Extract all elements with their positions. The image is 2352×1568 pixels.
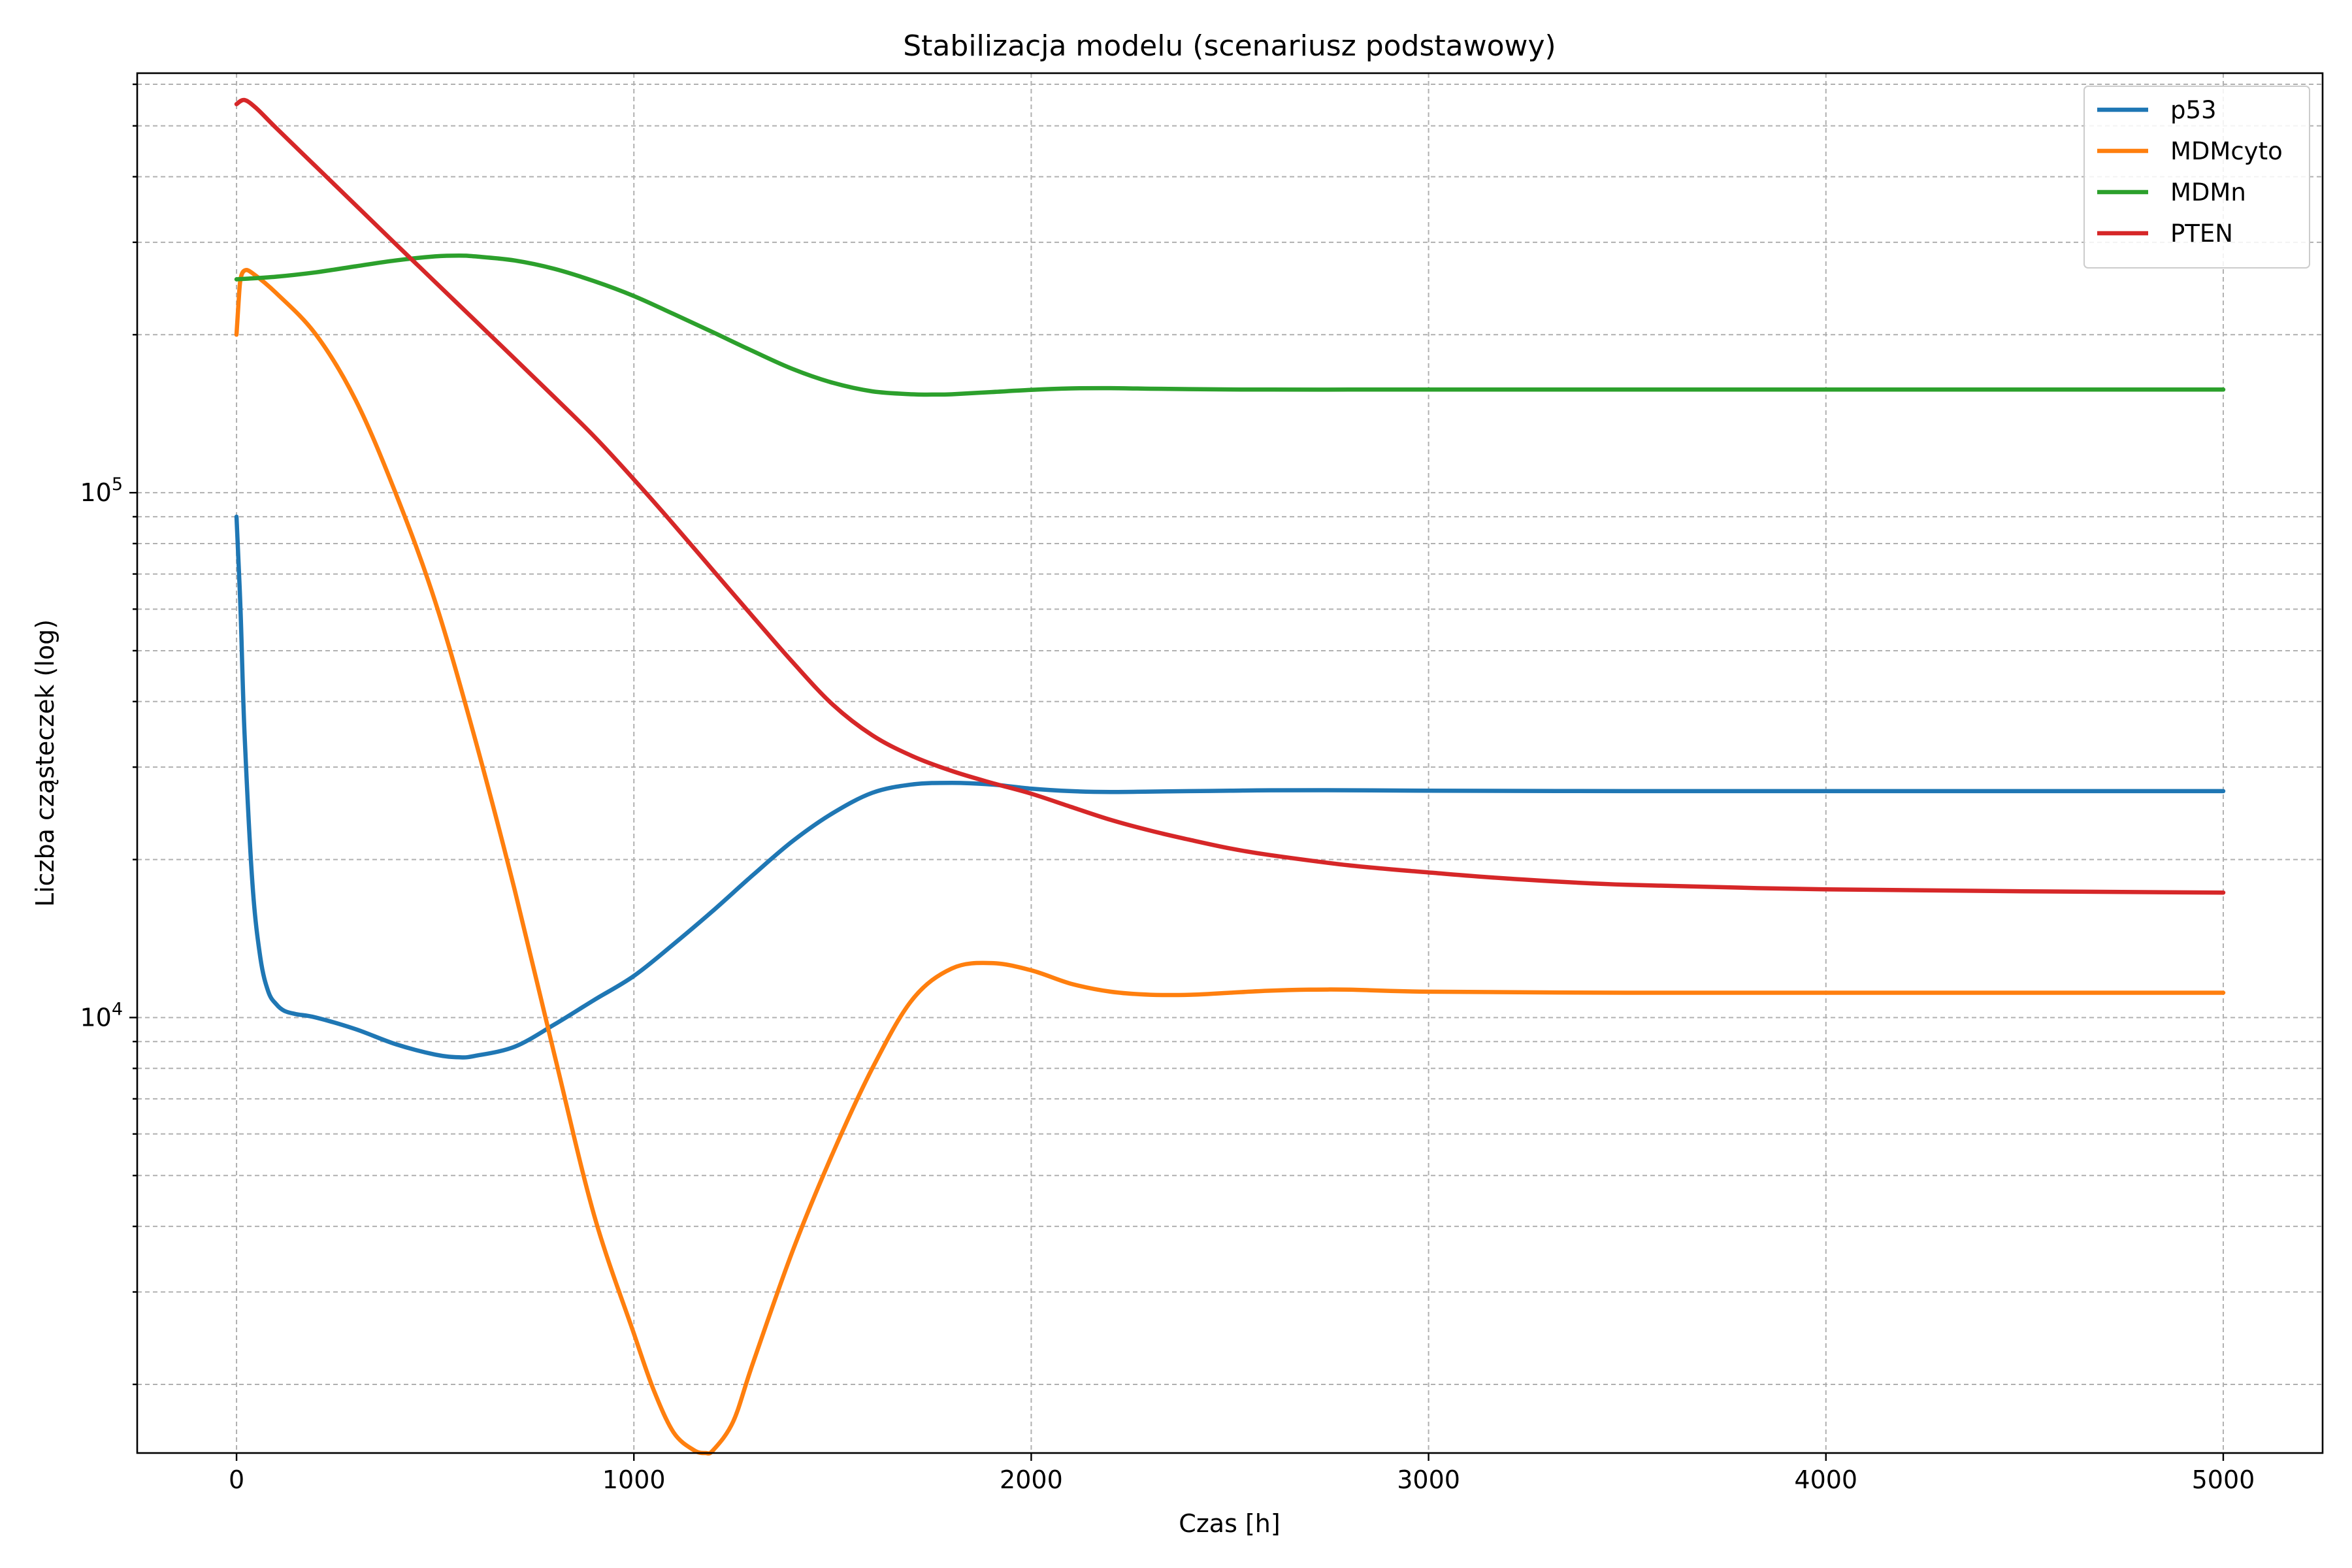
legend-label-mdmcyto: MDMcyto <box>2170 137 2283 165</box>
grid-lines <box>137 73 2323 1453</box>
legend-label-p53: p53 <box>2170 96 2217 124</box>
x-tick-label: 2000 <box>1000 1465 1063 1494</box>
legend-label-mdmn: MDMn <box>2170 178 2246 206</box>
y-tick-exponent: 4 <box>112 999 123 1019</box>
x-tick-label: 1000 <box>602 1465 666 1494</box>
x-tick-label: 3000 <box>1397 1465 1460 1494</box>
y-axis-label: Liczba cząsteczek (log) <box>31 619 59 907</box>
y-tick-exponent: 5 <box>112 474 123 495</box>
x-tick-label: 5000 <box>2192 1465 2255 1494</box>
y-tick-base: 10 <box>80 1003 111 1032</box>
y-tick-label: 105 <box>80 474 123 507</box>
legend-box <box>2083 86 2310 269</box>
y-tick-base: 10 <box>80 478 111 507</box>
series-line-p53 <box>234 514 2226 1060</box>
series-line-mdmn <box>234 253 2226 397</box>
series-line-mdmcyto <box>234 267 2226 1456</box>
x-axis-label: Czas [h] <box>1179 1509 1280 1538</box>
chart-title: Stabilizacja modelu (scenariusz podstawo… <box>903 29 1556 63</box>
x-tick-label: 0 <box>229 1465 244 1494</box>
legend-label-pten: PTEN <box>2170 220 2233 248</box>
y-tick-label: 104 <box>80 999 123 1032</box>
x-tick-label: 4000 <box>1794 1465 1857 1494</box>
plot-frame <box>136 72 2324 1454</box>
series-line-pten <box>234 97 2226 895</box>
legend: p53 MDMcyto MDMn PTEN <box>2083 86 2310 269</box>
series-lines <box>234 97 2226 1456</box>
